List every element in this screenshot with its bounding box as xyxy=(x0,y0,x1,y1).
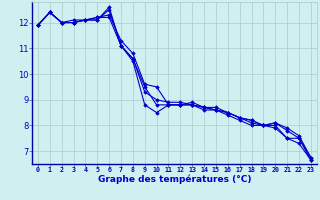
X-axis label: Graphe des températures (°C): Graphe des températures (°C) xyxy=(98,175,251,184)
